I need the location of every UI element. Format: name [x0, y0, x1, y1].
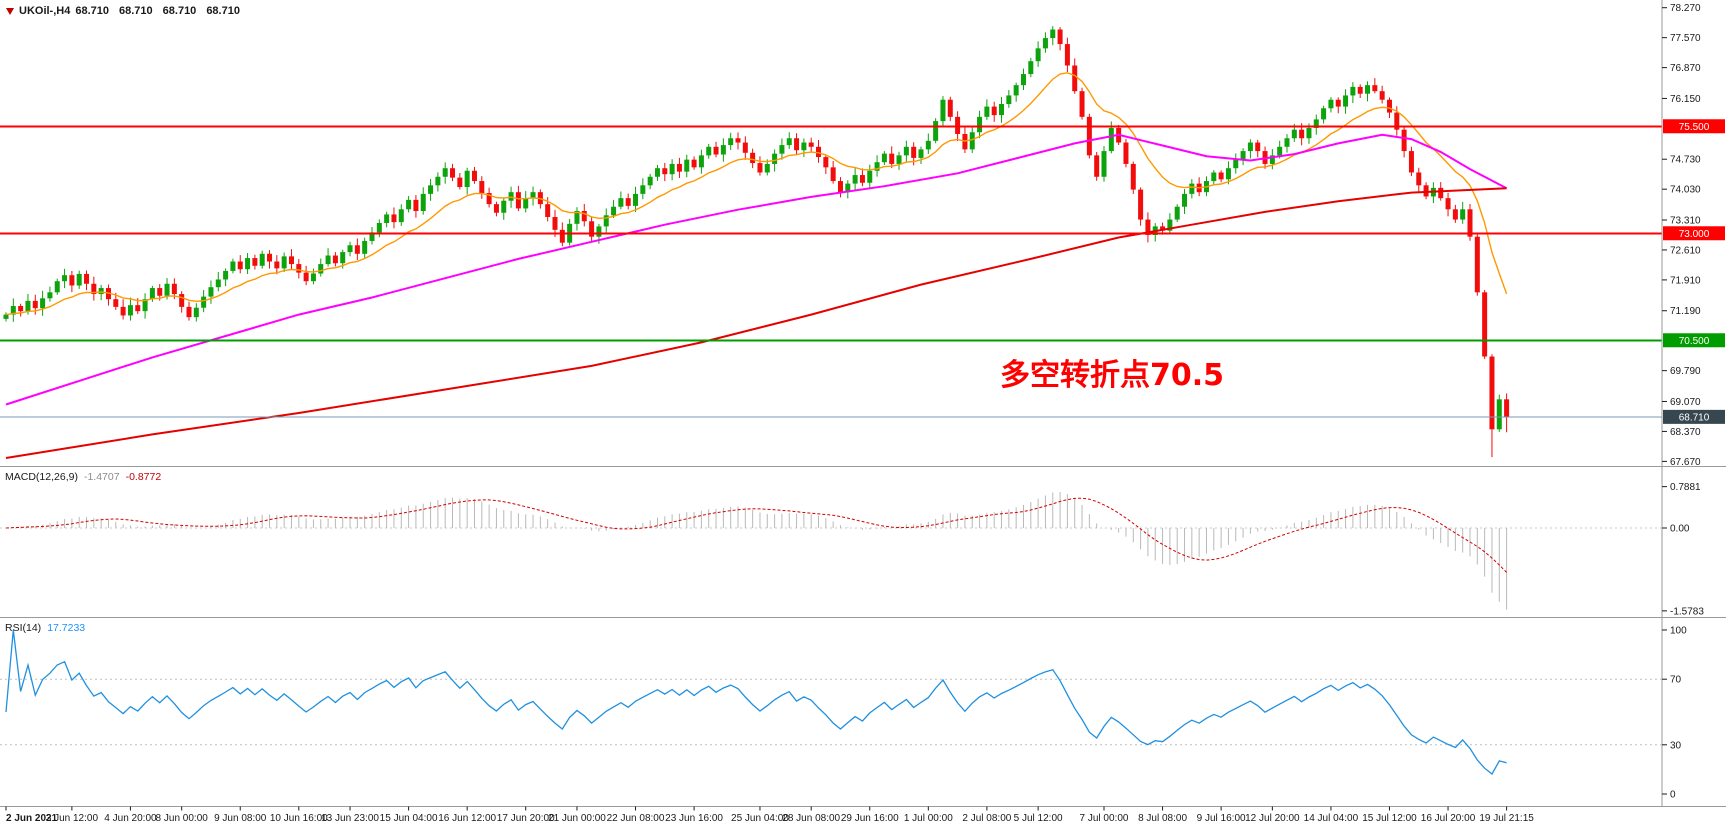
- price-badge-70.500: [1663, 333, 1725, 348]
- svg-text:16 Jul 20:00: 16 Jul 20:00: [1421, 813, 1476, 824]
- svg-text:69.070: 69.070: [1670, 397, 1701, 408]
- svg-text:73.000: 73.000: [1679, 229, 1710, 240]
- svg-text:12 Jul 20:00: 12 Jul 20:00: [1245, 813, 1300, 824]
- svg-text:70.500: 70.500: [1679, 336, 1710, 347]
- ohlc-low: 68.710: [162, 5, 197, 17]
- rsi-line: [5, 629, 1507, 775]
- horizontal-levels: [0, 125, 1662, 418]
- svg-text:16 Jun 12:00: 16 Jun 12:00: [438, 813, 496, 824]
- svg-text:28 Jun 08:00: 28 Jun 08:00: [782, 813, 840, 824]
- svg-text:29 Jun 16:00: 29 Jun 16:00: [841, 813, 899, 824]
- rsi-value: 17.7233: [47, 622, 86, 634]
- macd-signal-value: -0.8772: [125, 471, 162, 483]
- svg-text:74.030: 74.030: [1670, 185, 1701, 196]
- svg-text:67.670: 67.670: [1670, 457, 1701, 468]
- svg-text:73.310: 73.310: [1670, 215, 1701, 226]
- rsi-indicator-label: RSI(14) 17.7233: [5, 622, 85, 634]
- main-price-panel[interactable]: [3, 26, 1510, 459]
- svg-text:5 Jul 12:00: 5 Jul 12:00: [1014, 813, 1063, 824]
- svg-text:17 Jun 20:00: 17 Jun 20:00: [497, 813, 555, 824]
- svg-text:15 Jun 04:00: 15 Jun 04:00: [380, 813, 438, 824]
- svg-text:13 Jun 23:00: 13 Jun 23:00: [321, 813, 379, 824]
- ohlc-close: 68.710: [206, 5, 240, 17]
- svg-text:70: 70: [1670, 675, 1682, 686]
- svg-text:21 Jun 00:00: 21 Jun 00:00: [548, 813, 606, 824]
- svg-text:78.270: 78.270: [1670, 3, 1701, 14]
- macd-main-value: -1.4707: [83, 471, 120, 483]
- macd-name: MACD(12,26,9): [5, 471, 78, 483]
- macd-signal-line: [5, 497, 1507, 573]
- svg-text:75.500: 75.500: [1679, 122, 1710, 133]
- svg-text:71.910: 71.910: [1670, 275, 1701, 286]
- price-badge-75.500: [1663, 119, 1725, 134]
- svg-text:30: 30: [1670, 740, 1682, 751]
- svg-text:76.150: 76.150: [1670, 94, 1701, 105]
- price-scale[interactable]: 78.270 77.570 76.870 76.150 74.730 74.030 73.3…: [1661, 0, 1725, 807]
- rsi-panel[interactable]: 100 70 30 0: [0, 626, 1687, 801]
- svg-text:22 Jun 08:00: 22 Jun 08:00: [607, 813, 665, 824]
- svg-text:3 Jun 12:00: 3 Jun 12:00: [46, 813, 99, 824]
- svg-text:77.570: 77.570: [1670, 33, 1701, 44]
- symbol-name: UKOil-,H4: [19, 5, 71, 17]
- svg-text:72.610: 72.610: [1670, 245, 1701, 256]
- svg-text:76.870: 76.870: [1670, 63, 1701, 74]
- svg-text:74.730: 74.730: [1670, 155, 1701, 166]
- rsi-name: RSI(14): [5, 622, 42, 634]
- svg-text:7 Jul 00:00: 7 Jul 00:00: [1080, 813, 1129, 824]
- svg-text:0: 0: [1670, 790, 1676, 801]
- macd-indicator-label: MACD(12,26,9) -1.4707 -0.8772: [5, 471, 161, 483]
- svg-text:15 Jul 12:00: 15 Jul 12:00: [1362, 813, 1417, 824]
- svg-text:69.790: 69.790: [1670, 366, 1701, 377]
- svg-text:8 Jun 00:00: 8 Jun 00:00: [156, 813, 209, 824]
- svg-text:68.710: 68.710: [1679, 412, 1710, 423]
- svg-text:9 Jul 16:00: 9 Jul 16:00: [1197, 813, 1246, 824]
- svg-text:19 Jul 21:15: 19 Jul 21:15: [1479, 813, 1534, 824]
- svg-text:0.00: 0.00: [1670, 524, 1690, 535]
- ma-fast: [5, 72, 1508, 316]
- ohlc-high: 68.710: [119, 5, 153, 17]
- svg-text:23 Jun 16:00: 23 Jun 16:00: [665, 813, 723, 824]
- svg-text:0.7881: 0.7881: [1670, 482, 1701, 493]
- svg-text:1 Jul 00:00: 1 Jul 00:00: [904, 813, 953, 824]
- annotation-text: 多空转折点70.5: [1000, 358, 1225, 393]
- svg-text:2 Jun 2021: 2 Jun 2021: [6, 813, 58, 824]
- ohlc-open: 68.710: [75, 5, 109, 17]
- macd-panel[interactable]: 0.7881 0.00 -1.5783: [0, 482, 1704, 617]
- svg-text:9 Jun 08:00: 9 Jun 08:00: [214, 813, 267, 824]
- svg-text:4 Jun 20:00: 4 Jun 20:00: [104, 813, 157, 824]
- ma-slow: [5, 187, 1507, 459]
- svg-text:-1.5783: -1.5783: [1670, 606, 1704, 617]
- svg-text:2 Jul 08:00: 2 Jul 08:00: [962, 813, 1011, 824]
- price-badge-73.000: [1663, 226, 1725, 241]
- svg-text:25 Jun 04:00: 25 Jun 04:00: [731, 813, 789, 824]
- ma-mid: [5, 133, 1508, 406]
- symbol-ohlc-label: UKOil-,H4 68.710 68.710 68.710 68.710: [6, 5, 240, 17]
- svg-text:68.370: 68.370: [1670, 427, 1701, 438]
- svg-text:71.190: 71.190: [1670, 306, 1701, 317]
- price-badge-68.710: [1663, 409, 1725, 424]
- svg-text:10 Jun 16:00: 10 Jun 16:00: [270, 813, 328, 824]
- symbol-icon: [6, 7, 14, 15]
- svg-text:100: 100: [1670, 626, 1687, 637]
- candlesticks: [3, 26, 1510, 458]
- svg-text:14 Jul 04:00: 14 Jul 04:00: [1304, 813, 1359, 824]
- svg-text:8 Jul 08:00: 8 Jul 08:00: [1138, 813, 1187, 824]
